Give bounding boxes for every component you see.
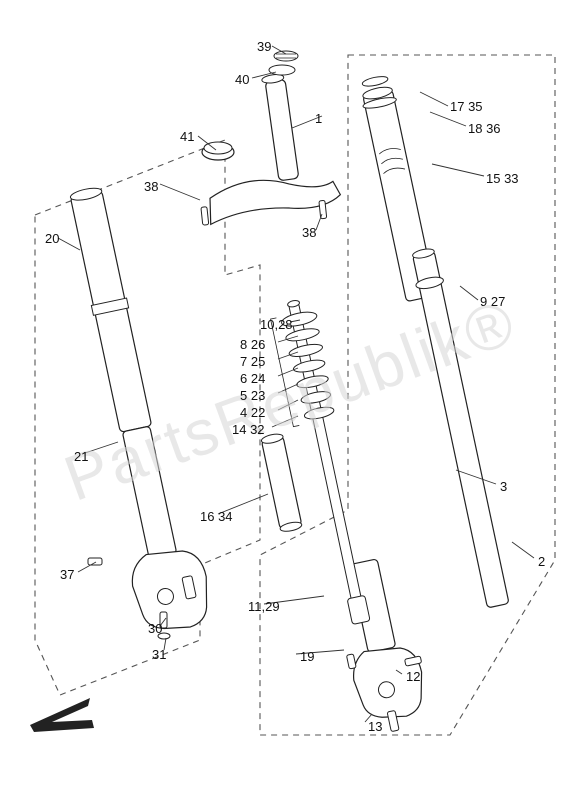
callout-17-35: 17 35 [450, 100, 483, 113]
diagram-svg [0, 0, 580, 800]
callout-10-28: 10,28 [260, 318, 293, 331]
callout-30: 30 [148, 622, 162, 635]
callout-19: 19 [300, 650, 314, 663]
callout-13: 13 [368, 720, 382, 733]
callout-9-27: 9 27 [480, 295, 505, 308]
callout-15-33: 15 33 [486, 172, 519, 185]
callout-7-25: 7 25 [240, 355, 265, 368]
callout-1: 1 [315, 112, 322, 125]
callout-20: 20 [45, 232, 59, 245]
callout-39: 39 [257, 40, 271, 53]
left-fork-assembly [50, 181, 216, 637]
diagram-canvas: PartsRepublik® [0, 0, 580, 800]
callout-2: 2 [538, 555, 545, 568]
callout-18-36: 18 36 [468, 122, 501, 135]
spacer-collar [261, 433, 303, 533]
callout-8-26: 8 26 [240, 338, 265, 351]
callout-14-32: 14 32 [232, 423, 265, 436]
callout-31: 31 [152, 648, 166, 661]
callout-6-24: 6 24 [240, 372, 265, 385]
callout-37: 37 [60, 568, 74, 581]
callout-40: 40 [235, 73, 249, 86]
right-fork-lower [328, 554, 434, 737]
callout-12: 12 [406, 670, 420, 683]
callout-3: 3 [500, 480, 507, 493]
callout-11-29: 11,29 [248, 600, 280, 613]
callout-5-23: 5 23 [240, 389, 265, 402]
callout-38a: 38 [144, 180, 158, 193]
callout-38b: 38 [302, 226, 316, 239]
view-direction-arrow [30, 698, 94, 732]
callout-16-34: 16 34 [200, 510, 233, 523]
callout-41: 41 [180, 130, 194, 143]
group-box-right [260, 55, 555, 735]
callout-21: 21 [74, 450, 88, 463]
callout-4-22: 4 22 [240, 406, 265, 419]
